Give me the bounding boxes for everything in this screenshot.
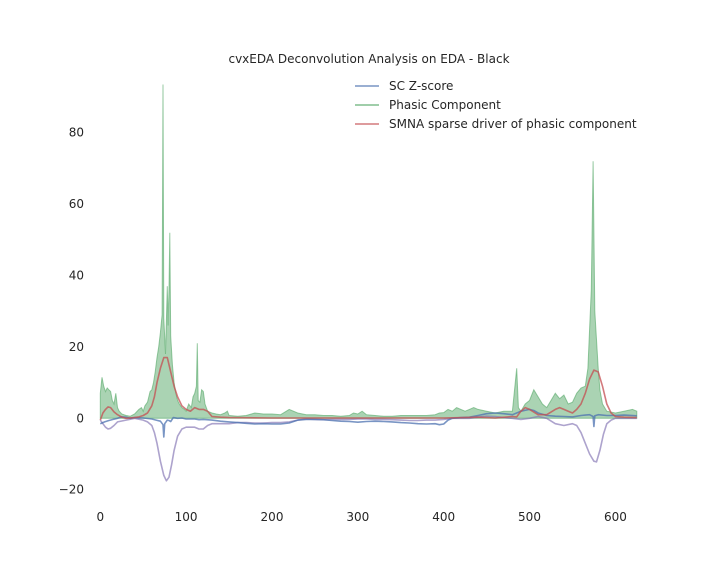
legend-label-smna-sparse-driver-of-phasic-component: SMNA sparse driver of phasic component <box>389 117 637 131</box>
x-tick-label-200: 200 <box>261 510 284 524</box>
legend-label-sc-z-score: SC Z-score <box>389 79 453 93</box>
legend-label-phasic-component: Phasic Component <box>389 98 501 112</box>
chart-title: cvxEDA Deconvolution Analysis on EDA - B… <box>228 52 509 66</box>
x-tick-label-400: 400 <box>432 510 455 524</box>
series-sc-z-score-line <box>99 408 637 438</box>
x-tick-label-500: 500 <box>518 510 541 524</box>
y-tick-label-neg20: −20 <box>59 483 84 497</box>
series-smna-sparse-driver-of-phasic-component-line <box>99 356 637 421</box>
x-tick-labels: 0 100 200 300 400 500 600 <box>96 510 626 524</box>
x-tick-label-0: 0 <box>96 510 104 524</box>
y-tick-labels: −20 0 20 40 60 80 <box>59 126 84 497</box>
y-tick-label-60: 60 <box>69 197 84 211</box>
y-tick-label-80: 80 <box>69 126 84 140</box>
series-phasic-component-area <box>99 84 638 419</box>
series-baseline-line <box>99 415 637 482</box>
y-tick-label-40: 40 <box>69 269 84 283</box>
x-tick-label-600: 600 <box>604 510 627 524</box>
legend: SC Z-score Phasic Component SMNA sparse dr… <box>355 79 637 131</box>
y-tick-label-20: 20 <box>69 340 84 354</box>
x-tick-label-300: 300 <box>346 510 369 524</box>
y-tick-label-0: 0 <box>76 411 84 425</box>
series-layer <box>99 84 638 482</box>
x-tick-label-100: 100 <box>175 510 198 524</box>
